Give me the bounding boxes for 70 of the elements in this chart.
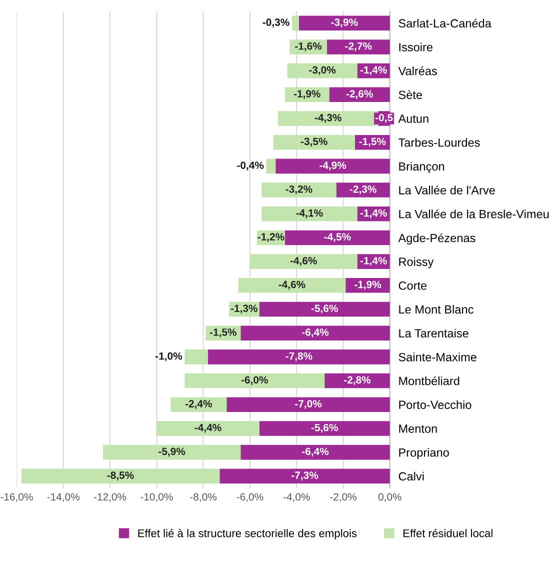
data-label: -2,7% — [345, 42, 372, 52]
data-label: -8,5% — [107, 472, 134, 480]
y-tick-label: Calvi — [398, 472, 424, 481]
data-label: -4,9% — [320, 162, 346, 171]
y-tick-label: Valréas — [398, 66, 437, 76]
data-label: -5,6% — [311, 304, 338, 314]
data-label: -4,5% — [324, 233, 351, 242]
data-label: -3,5% — [300, 138, 328, 147]
data-label: -6,0% — [241, 376, 268, 386]
y-tick-label: Propriano — [399, 448, 449, 460]
data-label: -5,9% — [158, 448, 186, 457]
data-label: -4,4% — [194, 424, 222, 433]
y-tick-label: Issoire — [399, 42, 432, 52]
x-tick-label: -4,0% — [283, 493, 310, 502]
data-label: -7,8% — [286, 352, 312, 362]
y-tick-label: Montbéliard — [399, 376, 460, 386]
legend-label: Effet résiduel local — [403, 528, 492, 538]
x-tick-label: -8,0% — [190, 493, 217, 502]
y-tick-label: La Vallée de l'Arve — [399, 186, 495, 194]
data-label: -2,3% — [350, 185, 376, 194]
data-label: -1,3% — [230, 304, 258, 314]
y-tick-label: Menton — [399, 424, 437, 433]
data-label: -6,4% — [302, 448, 329, 457]
data-label: -1,6% — [295, 42, 322, 52]
y-tick-label: Tarbes-Lourdes — [398, 138, 480, 147]
x-tick-label: -12,0% — [94, 493, 126, 502]
data-label: -1,4% — [360, 257, 387, 266]
data-label: -2,4% — [185, 400, 212, 409]
data-label: -6,4% — [302, 328, 329, 338]
legend-label: Effet lié à la structure sectorielle des emplois — [138, 528, 357, 540]
y-tick-label: Le Mont Blanc — [399, 304, 474, 314]
data-label: -3,2% — [286, 185, 312, 194]
y-tick-label: Sarlat-La-Canéda — [398, 18, 492, 28]
x-tick-label: -14,0% — [47, 493, 80, 502]
data-label: -7,3% — [292, 472, 318, 480]
data-label: -4,6% — [278, 280, 306, 290]
x-tick-label: -6,0% — [236, 493, 264, 502]
data-label: -1,4% — [360, 209, 387, 218]
data-label: -2,8% — [344, 376, 371, 386]
y-tick-label: La Vallée de la Bresle-Vimeu — [399, 209, 549, 218]
data-label: -3,9% — [331, 18, 358, 28]
y-tick-label: Roissy — [399, 257, 434, 268]
data-label: -0,4% — [237, 162, 264, 171]
x-tick-label: 0,0% — [378, 493, 402, 502]
data-label: -1,4% — [360, 66, 387, 76]
data-label: -1,5% — [210, 328, 236, 338]
y-tick-label: Agde-Pézenas — [398, 233, 476, 245]
data-label: -4,6% — [290, 256, 317, 266]
data-label: -4,3% — [314, 114, 342, 123]
data-label: -1,5% — [359, 138, 386, 147]
data-label: -5,6% — [311, 424, 338, 433]
x-tick-label: -10,0% — [140, 493, 173, 502]
y-tick-label: Sète — [398, 90, 422, 100]
y-tick-label: Sainte-Maxime — [398, 352, 476, 362]
data-label: -1,2% — [258, 233, 284, 242]
data-label: -1,9% — [354, 280, 382, 290]
data-label: -7,0% — [295, 400, 322, 409]
y-tick-label: La Tarentaise — [399, 328, 468, 338]
x-tick-label: -16,0% — [0, 493, 33, 502]
y-tick-label: Corte — [398, 281, 427, 290]
x-tick-label: -2,0% — [330, 493, 356, 502]
data-label: -2,6% — [346, 90, 373, 99]
data-label: -4,1% — [296, 209, 323, 218]
data-label: -1,9% — [294, 90, 320, 99]
y-tick-label: Porto-Vecchio — [399, 400, 472, 410]
y-tick-label: Autun — [398, 114, 428, 123]
y-tick-label: Briançon — [399, 162, 444, 173]
data-label: -1,0% — [156, 352, 182, 362]
data-label: -3,0% — [309, 66, 336, 76]
data-label: -0,3% — [262, 18, 290, 28]
